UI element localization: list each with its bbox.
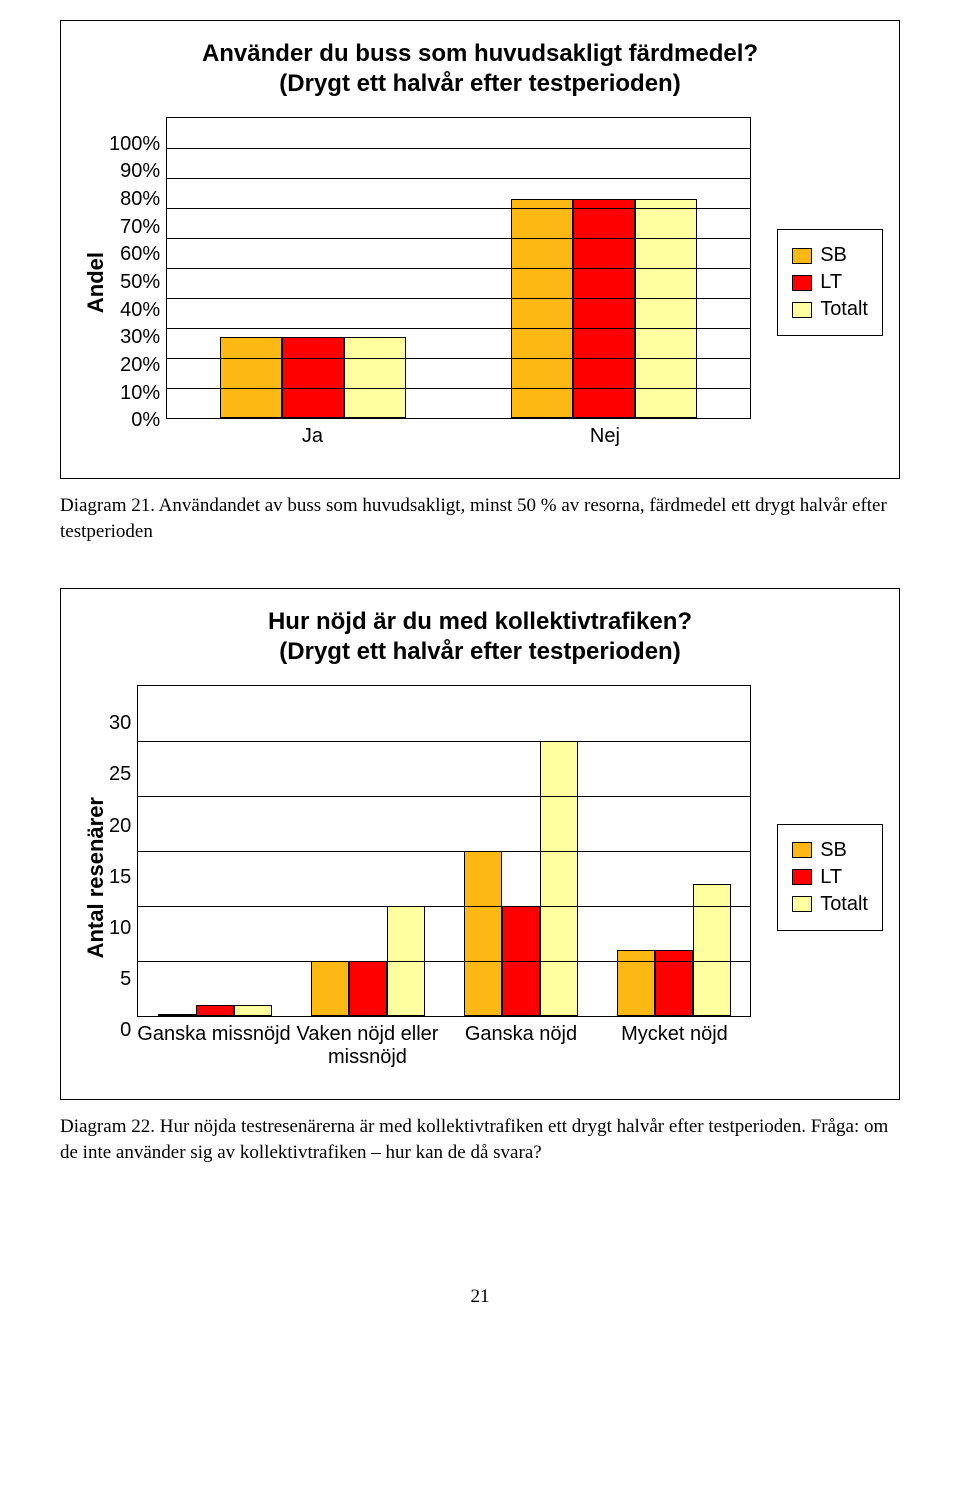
bar xyxy=(158,1014,196,1016)
bar xyxy=(220,337,282,418)
bar xyxy=(464,851,502,1016)
grid-line xyxy=(138,796,750,797)
bar xyxy=(511,199,573,418)
bar xyxy=(349,961,387,1016)
chart-2-yticks: 30 25 20 15 10 5 0 xyxy=(109,712,137,1042)
bar xyxy=(693,884,731,1016)
ytick-label: 60% xyxy=(120,243,160,266)
xtick-label: Ja xyxy=(166,425,459,448)
bar xyxy=(196,1005,234,1016)
legend-swatch xyxy=(792,275,812,291)
bar xyxy=(344,337,406,418)
legend-swatch xyxy=(792,869,812,885)
ytick-label: 20 xyxy=(109,815,131,838)
xtick-label: Ganska missnöjd xyxy=(137,1023,290,1069)
chart-1-plot xyxy=(166,117,751,419)
caption-2: Diagram 22. Hur nöjda testresenärerna är… xyxy=(60,1114,900,1165)
legend-item: SB xyxy=(792,244,868,267)
chart-2-plot-wrap: Ganska missnöjdVaken nöjd eller missnöjd… xyxy=(137,685,751,1069)
page: Använder du buss som huvudsakligt färdme… xyxy=(0,0,960,1348)
xtick-label: Vaken nöjd eller missnöjd xyxy=(291,1023,444,1069)
bar xyxy=(635,199,697,418)
chart-2-legend: SB LT Totalt xyxy=(777,824,883,931)
grid-line xyxy=(138,906,750,907)
ytick-label: 90% xyxy=(120,160,160,183)
grid-line xyxy=(167,328,750,329)
chart-1-title-line2: (Drygt ett halvår efter testperioden) xyxy=(77,69,883,99)
caption-1: Diagram 21. Användandet av buss som huvu… xyxy=(60,493,900,544)
chart-1-xticks: JaNej xyxy=(166,425,751,448)
chart-1-yticks: 100% 90% 80% 70% 60% 50% 40% 30% 20% 10% 0% xyxy=(109,133,166,433)
grid-line xyxy=(138,741,750,742)
chart-1-container: Använder du buss som huvudsakligt färdme… xyxy=(60,20,900,479)
legend-label: Totalt xyxy=(820,893,868,916)
legend-label: Totalt xyxy=(820,298,868,321)
grid-line xyxy=(167,148,750,149)
chart-2-plot xyxy=(137,685,751,1017)
bar xyxy=(655,950,693,1016)
legend-item: LT xyxy=(792,866,868,889)
grid-line xyxy=(167,388,750,389)
ytick-label: 10 xyxy=(109,917,131,940)
chart-2-container: Hur nöjd är du med kollektivtrafiken? (D… xyxy=(60,588,900,1100)
grid-line xyxy=(167,208,750,209)
ytick-label: 80% xyxy=(120,188,160,211)
legend-item: LT xyxy=(792,271,868,294)
page-number: 21 xyxy=(60,1286,900,1308)
legend-label: SB xyxy=(820,244,847,267)
legend-swatch xyxy=(792,896,812,912)
chart-2-body: Antal resenärer 30 25 20 15 10 5 0 Ganska miss… xyxy=(77,685,883,1069)
legend-item: Totalt xyxy=(792,893,868,916)
ytick-label: 100% xyxy=(109,133,160,156)
chart-1-legend: SB LT Totalt xyxy=(777,229,883,336)
legend-item: Totalt xyxy=(792,298,868,321)
legend-label: SB xyxy=(820,839,847,862)
ytick-label: 10% xyxy=(120,382,160,405)
bar xyxy=(617,950,655,1016)
ytick-label: 15 xyxy=(109,866,131,889)
legend-swatch xyxy=(792,248,812,264)
bar xyxy=(540,741,578,1016)
grid-line xyxy=(167,238,750,239)
bar xyxy=(234,1005,272,1016)
chart-2-title: Hur nöjd är du med kollektivtrafiken? (D… xyxy=(77,607,883,667)
chart-2-title-line2: (Drygt ett halvår efter testperioden) xyxy=(77,637,883,667)
chart-1-ylabel: Andel xyxy=(77,252,109,313)
chart-1-title-line1: Använder du buss som huvudsakligt färdme… xyxy=(77,39,883,69)
bar xyxy=(573,199,635,418)
xtick-label: Ganska nöjd xyxy=(444,1023,597,1069)
chart-1-plot-wrap: JaNej xyxy=(166,117,751,448)
chart-1-body: Andel 100%90%80%70%60%50%40%30%20%10%0% … xyxy=(77,117,883,448)
legend-item: SB xyxy=(792,839,868,862)
grid-line xyxy=(167,178,750,179)
grid-line xyxy=(138,851,750,852)
ytick-label: 25 xyxy=(109,763,131,786)
grid-line xyxy=(138,961,750,962)
legend-swatch xyxy=(792,302,812,318)
chart-2-title-line1: Hur nöjd är du med kollektivtrafiken? xyxy=(77,607,883,637)
ytick-label: 40% xyxy=(120,299,160,322)
ytick-label: 50% xyxy=(120,271,160,294)
chart-2-ylabel: Antal resenärer xyxy=(77,797,109,958)
chart-1-title: Använder du buss som huvudsakligt färdme… xyxy=(77,39,883,99)
legend-label: LT xyxy=(820,866,842,889)
legend-swatch xyxy=(792,842,812,858)
ytick-label: 0% xyxy=(131,409,160,432)
ytick-label: 30% xyxy=(120,326,160,349)
bar xyxy=(282,337,344,418)
grid-line xyxy=(167,358,750,359)
bar xyxy=(311,961,349,1016)
ytick-label: 20% xyxy=(120,354,160,377)
chart-2-xticks: Ganska missnöjdVaken nöjd eller missnöjd… xyxy=(137,1023,751,1069)
grid-line xyxy=(167,298,750,299)
xtick-label: Nej xyxy=(459,425,752,448)
ytick-label: 0 xyxy=(120,1019,131,1042)
legend-label: LT xyxy=(820,271,842,294)
xtick-label: Mycket nöjd xyxy=(598,1023,751,1069)
ytick-label: 70% xyxy=(120,216,160,239)
grid-line xyxy=(167,268,750,269)
ytick-label: 30 xyxy=(109,712,131,735)
ytick-label: 5 xyxy=(120,968,131,991)
